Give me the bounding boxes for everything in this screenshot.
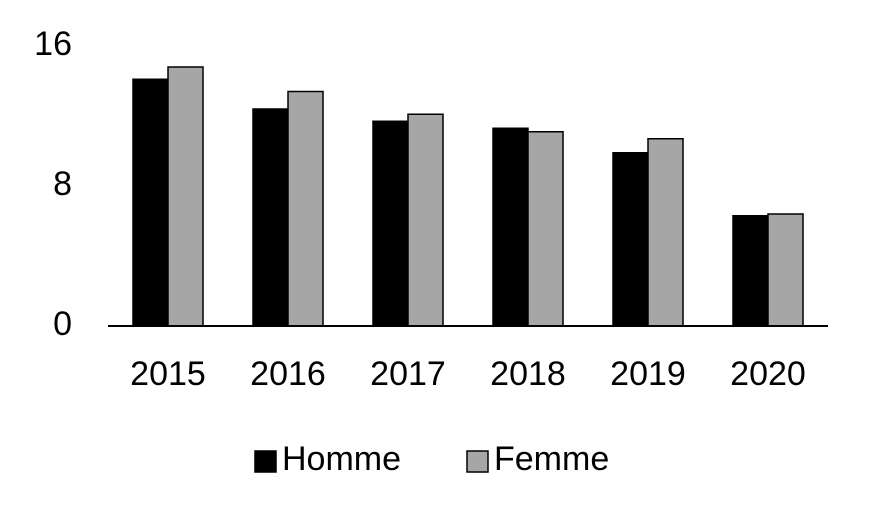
legend-label: Homme [282,440,401,478]
bar [492,127,529,327]
x-tick-label: 2019 [610,355,686,393]
bar [167,66,204,327]
bar [732,215,769,327]
y-tick-label: 16 [34,25,72,63]
bar [132,78,169,327]
bar [372,120,409,327]
bar [612,152,649,327]
legend-swatch [466,450,489,473]
bar [407,113,444,327]
bar [527,131,564,327]
x-tick-label: 2017 [370,355,446,393]
x-tick-label: 2020 [730,355,806,393]
bar [287,90,324,327]
bar [647,138,684,327]
legend-swatch [254,450,277,473]
x-tick-label: 2016 [250,355,326,393]
x-tick-label: 2018 [490,355,566,393]
bar [252,108,289,327]
bar [767,213,804,327]
y-tick-label: 8 [53,165,72,203]
x-tick-label: 2015 [130,355,206,393]
y-tick-label: 0 [53,305,72,343]
legend-label: Femme [494,440,609,478]
